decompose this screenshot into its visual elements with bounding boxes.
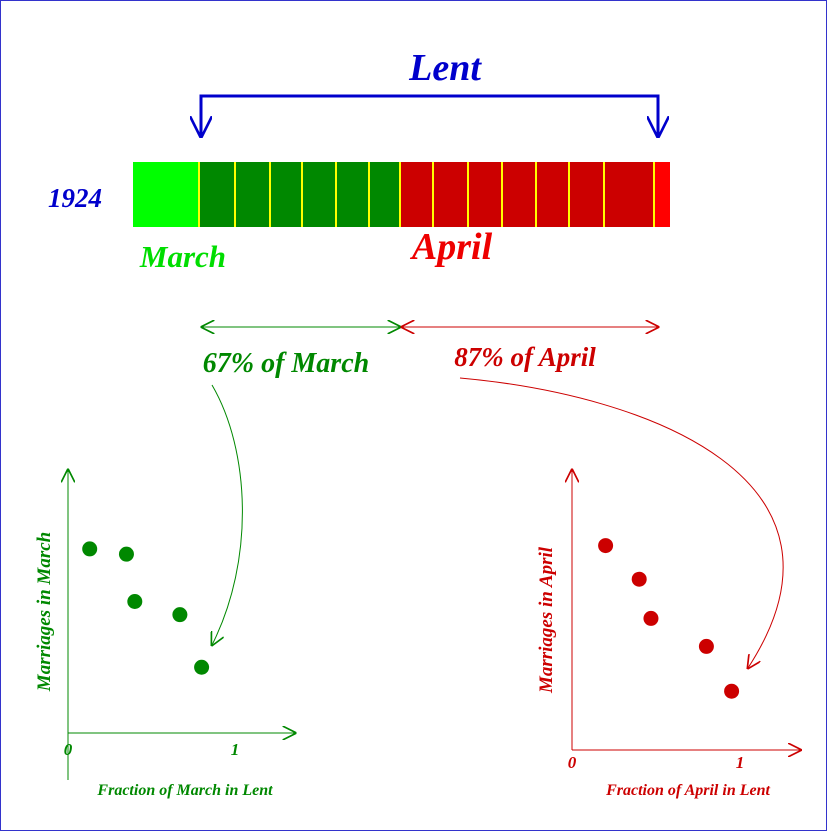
y-axis-label: Marriages in April [536,546,557,694]
x-axis-label: Fraction of March in Lent [96,782,273,799]
point [82,541,98,557]
point [631,571,647,587]
month-label: March [139,239,226,274]
point [127,594,143,609]
point [172,607,188,623]
point [698,638,714,654]
calendar-bar [133,162,670,227]
x-tick-label: 0 [64,740,73,759]
share-label: 67% of March [203,348,369,379]
point [598,538,614,554]
x-axis-label: Fraction of April in Lent [605,782,770,799]
point [643,610,659,626]
point [194,659,210,675]
curved-arrow [212,384,243,645]
point [118,546,134,562]
share-label: 87% of April [454,342,596,372]
x-tick-label: 0 [568,753,577,772]
y-axis-label: Marriages in March [34,532,55,692]
month-label: April [410,226,493,268]
curved-arrow [459,377,784,668]
x-tick-label: 1 [231,740,240,759]
point [724,683,740,699]
title: Lent [408,47,482,89]
lent-bracket [199,94,660,138]
x-tick-label: 1 [736,753,745,772]
year: 1924 [48,183,102,213]
